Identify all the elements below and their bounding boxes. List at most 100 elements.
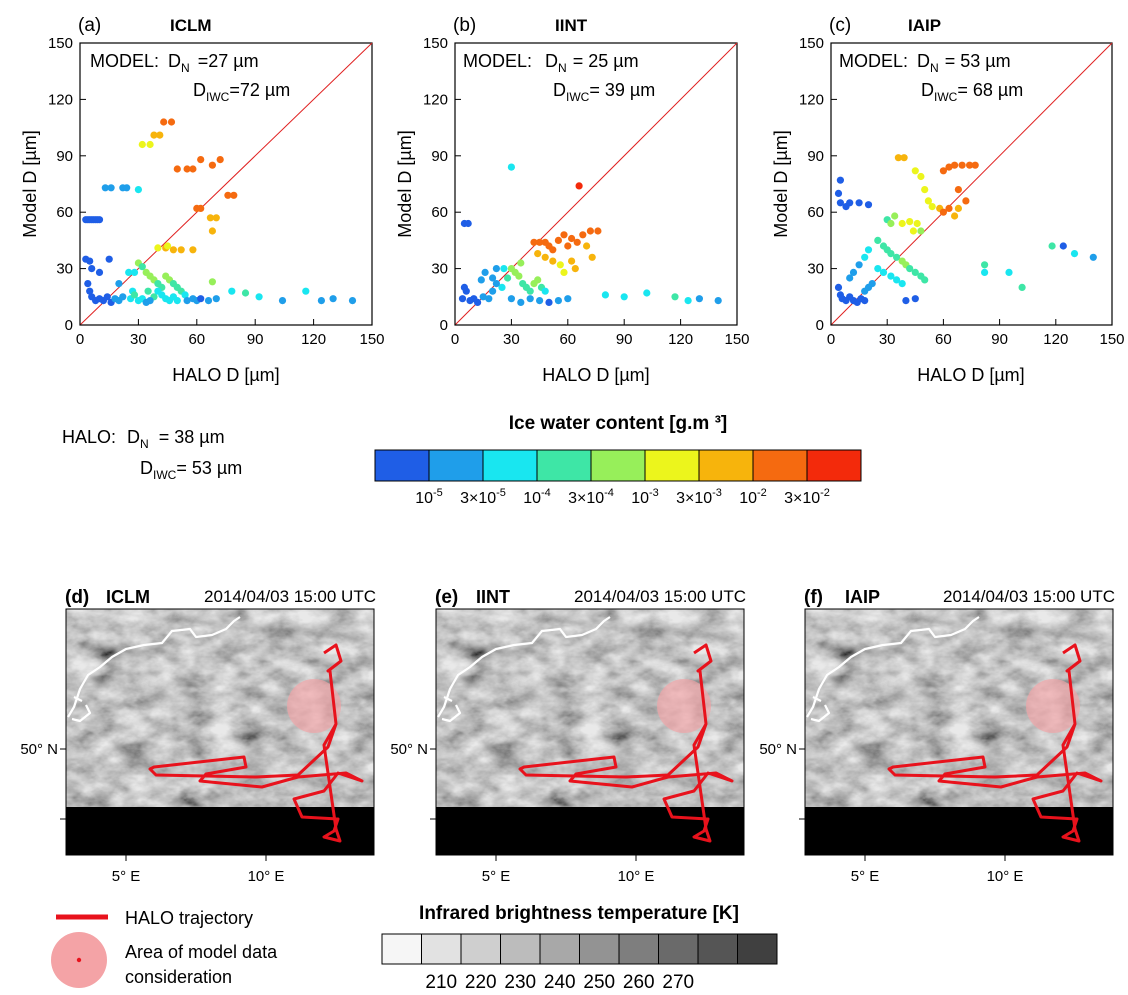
scatter-point	[255, 293, 263, 301]
tb-tick-label: 260	[623, 972, 655, 993]
scatter-point	[836, 176, 844, 184]
scatter-point	[526, 295, 534, 303]
tb-swatch	[421, 933, 462, 965]
scatter-point	[105, 255, 113, 263]
scheme-title: ICLM	[170, 16, 212, 35]
dn-value: =27 µm	[198, 51, 259, 71]
scatter-point	[971, 161, 979, 169]
scatter-point	[898, 219, 906, 228]
scatter-point	[530, 238, 538, 246]
scatter-point	[534, 250, 542, 258]
scatter-point	[564, 242, 572, 250]
tb-tick-label: 250	[583, 972, 615, 993]
area-legend-label-line2: consideration	[125, 967, 232, 987]
dn-subscript: N	[558, 61, 567, 75]
diwc-symbol: D	[921, 80, 934, 100]
scatter-point	[684, 297, 692, 305]
map-panel-2: (e) IINT 2014/04/03 15:00 UTC 50° N 5° E 10° …	[390, 587, 746, 885]
iwc-swatch	[590, 449, 646, 482]
scatter-point	[167, 118, 176, 126]
map-scheme-title: ICLM	[106, 587, 150, 607]
scatter-point	[864, 246, 873, 254]
scatter-point	[95, 216, 104, 224]
one-to-one-line	[79, 42, 373, 326]
y-tick-label: 60	[431, 204, 448, 221]
scatter-point	[101, 184, 109, 192]
coastline	[806, 616, 980, 723]
iwc-swatch	[428, 449, 484, 482]
scatter-point	[228, 287, 236, 295]
y-tick-label: 0	[65, 317, 73, 334]
coastline	[437, 616, 611, 723]
scatter-point	[954, 186, 962, 194]
scatter-point	[855, 261, 863, 269]
scatter-point	[981, 268, 989, 276]
halo-reference-box: HALO: DN = 38 µm DIWC= 53 µm	[62, 427, 242, 482]
tb-swatch	[658, 933, 699, 965]
scatter-point	[123, 184, 131, 192]
x-tick-label: 0	[827, 331, 835, 348]
lat-label: 50° N	[20, 741, 58, 758]
x-tick-label: 150	[1099, 331, 1124, 348]
scatter-point	[874, 236, 882, 244]
scatter-point	[893, 276, 901, 284]
scatter-panel-b: 00 30 30 60 60 90 90 120 120 150 150 (b) IINT MODE…	[395, 15, 750, 385]
tb-swatch	[539, 933, 580, 965]
scatter-point	[620, 293, 628, 301]
scatter-point	[206, 214, 214, 222]
model-label: MODEL:	[90, 51, 159, 71]
scatter-point	[517, 298, 525, 306]
scatter-point	[906, 218, 914, 226]
x-tick-label: 30	[130, 331, 147, 348]
model-label: MODEL:	[839, 51, 908, 71]
map-panel-label: (f)	[804, 587, 823, 608]
scatter-point	[224, 191, 232, 199]
lat-label: 50° N	[759, 741, 797, 758]
scatter-point	[500, 265, 508, 273]
scatter-point	[197, 156, 205, 164]
scatter-point	[549, 257, 557, 265]
y-tick-label: 30	[807, 261, 824, 278]
x-tick-label: 150	[359, 331, 384, 348]
scatter-point	[945, 204, 953, 212]
scatter-point	[898, 280, 906, 288]
scatter-point	[917, 227, 925, 235]
scatter-point	[573, 238, 581, 246]
map-timestamp: 2014/04/03 15:00 UTC	[943, 587, 1115, 606]
scatter-point	[150, 131, 158, 139]
scatter-point	[160, 118, 168, 126]
scatter-point	[130, 291, 139, 299]
y-tick-label: 150	[48, 35, 73, 52]
y-tick-label: 150	[799, 35, 824, 52]
scatter-point	[861, 287, 869, 295]
scatter-point	[911, 295, 919, 303]
scatter-point	[489, 287, 497, 295]
panel-label: (a)	[78, 15, 101, 36]
map-panel-3: (f) IAIP 2014/04/03 15:00 UTC 50° N 5° E 10° …	[759, 587, 1115, 885]
scatter-point	[568, 257, 576, 265]
scatter-point	[466, 297, 474, 305]
scatter-point	[156, 131, 164, 139]
scatter-point	[507, 295, 515, 303]
iwc-swatch	[698, 449, 754, 482]
y-tick-label: 90	[431, 148, 448, 165]
model-diwc-line: DIWC= 39 µm	[553, 80, 655, 104]
map-frame	[65, 608, 375, 856]
map-timestamp: 2014/04/03 15:00 UTC	[574, 587, 746, 606]
halo-diwc-line: DIWC= 53 µm	[140, 458, 242, 482]
tb-tick-labels: 210 220 230 240 250 260 270	[425, 972, 694, 993]
iwc-tick-label: 10-4	[523, 487, 551, 507]
scatter-point	[536, 297, 544, 305]
y-axis-label: Model D [µm]	[771, 130, 791, 237]
no-data-band	[66, 807, 374, 855]
model-diwc-line: DIWC=72 µm	[193, 80, 290, 104]
model-area-circle	[287, 679, 341, 733]
x-tick-label: 0	[76, 331, 84, 348]
scatter-point	[189, 246, 197, 254]
scatter-point	[954, 204, 962, 212]
diwc-value: = 68 µm	[957, 80, 1023, 100]
scatter-point	[879, 268, 888, 276]
plot-frame	[79, 42, 373, 326]
x-tick-label: 120	[668, 331, 693, 348]
x-tick-label: 90	[616, 331, 633, 348]
